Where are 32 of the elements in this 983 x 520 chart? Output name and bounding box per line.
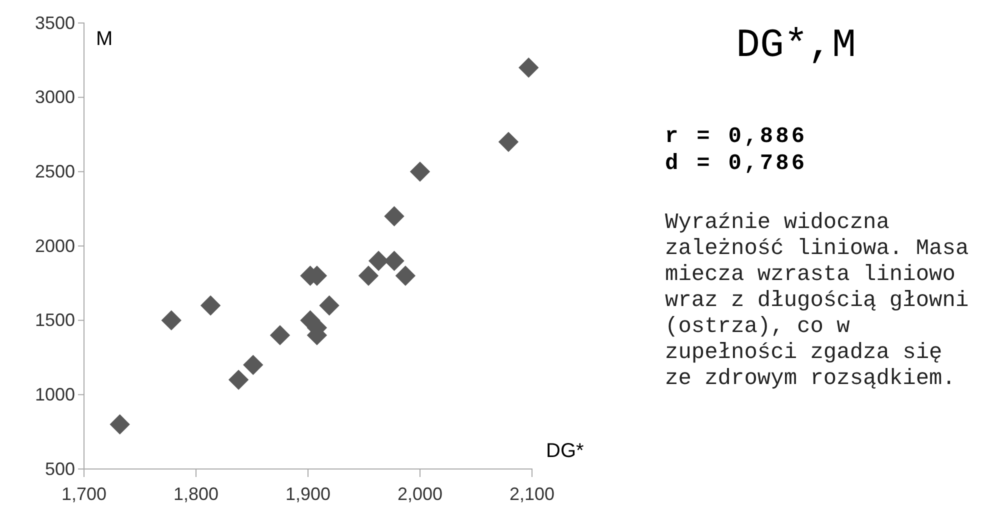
x-axis-title: DG* (546, 440, 584, 462)
point (110, 414, 130, 434)
y-tick-label: 3500 (34, 12, 75, 33)
text: r = 0,886 (665, 124, 808, 149)
point (498, 132, 519, 152)
y-tick-label: 1500 (34, 310, 75, 330)
y-tick-label: 1000 (34, 384, 75, 404)
y-tick-label: 500 (44, 458, 75, 479)
point (384, 250, 404, 271)
point (319, 295, 340, 316)
text: Wyraźnie widoczna zależność liniowa. Masa miecza wzrasta liniowo wraz z długością głowni (ostrza), co w zupełności zgadza się ze zdrowym rozsądkiem. (665, 210, 969, 391)
point (270, 325, 290, 346)
point (410, 162, 430, 182)
x-tick-label: 2,100 (509, 484, 555, 504)
y-tick-label: 3000 (34, 87, 75, 108)
point (518, 58, 539, 78)
point (243, 354, 264, 376)
point (358, 266, 379, 286)
y-tick-label: 2000 (34, 236, 75, 256)
text: DG*,M (736, 24, 856, 69)
x-tick-label: 1,900 (285, 484, 331, 504)
point (384, 206, 404, 226)
point (200, 295, 221, 316)
point (395, 266, 416, 286)
y-tick-label: 2500 (34, 161, 75, 182)
y-axis-title: M (96, 28, 113, 50)
x-tick-label: 1,700 (61, 484, 107, 504)
point (161, 310, 182, 330)
point (228, 370, 249, 390)
text: d = 0,786 (665, 151, 808, 176)
x-tick-label: 1,800 (173, 484, 219, 504)
x-tick-label: 2,000 (397, 484, 443, 504)
